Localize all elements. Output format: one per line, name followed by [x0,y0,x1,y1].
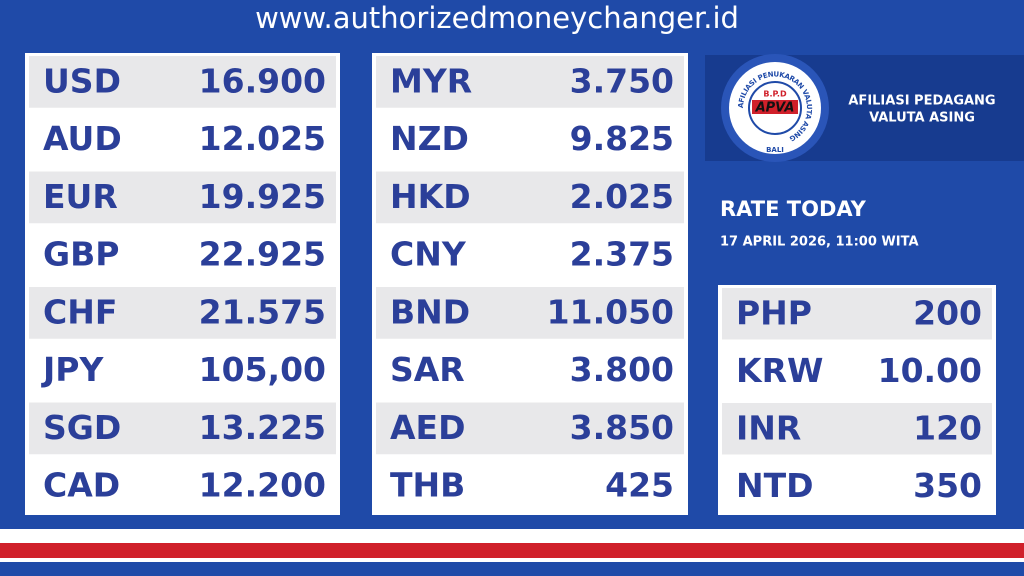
rate-row [29,344,336,397]
rate-row [376,56,684,108]
rate-row [376,402,684,455]
currency-rate: 2.025 [570,177,674,216]
rate-row [376,229,684,281]
currency-code: CNY [390,235,467,274]
rate-row [722,288,992,340]
currency-code: CAD [43,466,120,505]
brand-line: VALUTA ASING [869,111,975,126]
rate-row [29,287,336,339]
currency-rate: 120 [913,408,982,447]
currency-code: NZD [390,119,469,158]
rate-row [29,113,336,166]
currency-rate: 3.800 [570,350,674,389]
currency-rate: 13.225 [199,408,326,447]
rate-row [376,287,684,339]
currency-rate: 9.825 [570,119,674,158]
stripe-white [0,529,1024,543]
rate-row [376,171,684,224]
stripe-white [0,558,1024,562]
currency-rate: 2.375 [570,235,674,274]
currency-rate: 12.025 [199,119,326,158]
currency-rate: 425 [605,466,674,505]
currency-rate: 22.925 [199,235,326,274]
currency-code: BND [390,292,470,331]
currency-code: THB [390,466,465,505]
currency-code: AUD [43,119,122,158]
rate-title: RATE TODAY [720,197,867,221]
currency-code: USD [43,61,121,100]
currency-rate: 3.750 [570,61,674,100]
currency-code: JPY [41,350,104,389]
rate-row [376,344,684,397]
rate-row [29,402,336,455]
stripe-red [0,543,1024,558]
currency-code: GBP [43,235,119,274]
rate-row [376,460,684,512]
rate-row [722,403,992,455]
currency-code: MYR [390,61,472,100]
rate-row [29,56,336,108]
currency-rate: 21.575 [199,292,326,331]
currency-code: EUR [43,177,118,216]
rate-row [376,113,684,166]
logo-red [752,100,798,114]
logo-bottom: BALI [766,146,784,154]
currency-rate: 19.925 [199,177,326,216]
site-url: www.authorizedmoneychanger.id [255,1,739,35]
currency-code: INR [736,408,801,447]
logo-mark: APVA [755,101,795,116]
rate-date: 17 APRIL 2026, 11:00 WITA [720,235,919,250]
currency-code: PHP [736,293,812,332]
rate-row [29,229,336,281]
currency-code: CHF [43,292,117,331]
currency-code: HKD [390,177,471,216]
rate-row [722,460,992,512]
currency-rate: 12.200 [199,466,326,505]
currency-code: KRW [736,351,823,390]
currency-rate: 10.00 [878,351,982,390]
logo-top: B.P.D [763,90,787,99]
currency-code: NTD [736,466,814,505]
currency-rate: 11.050 [547,292,674,331]
rate-row [29,460,336,512]
currency-rate: 16.900 [199,61,326,100]
rate-row [722,345,992,397]
rate-row [29,171,336,224]
currency-rate: 3.850 [570,408,674,447]
currency-rate: 200 [913,293,982,332]
currency-code: SGD [43,408,121,447]
brand-line: AFILIASI PEDAGANG [848,94,995,109]
currency-code: AED [390,408,465,447]
currency-code: SAR [390,350,465,389]
currency-rate: 105,00 [199,350,326,389]
currency-rate: 350 [913,466,982,505]
